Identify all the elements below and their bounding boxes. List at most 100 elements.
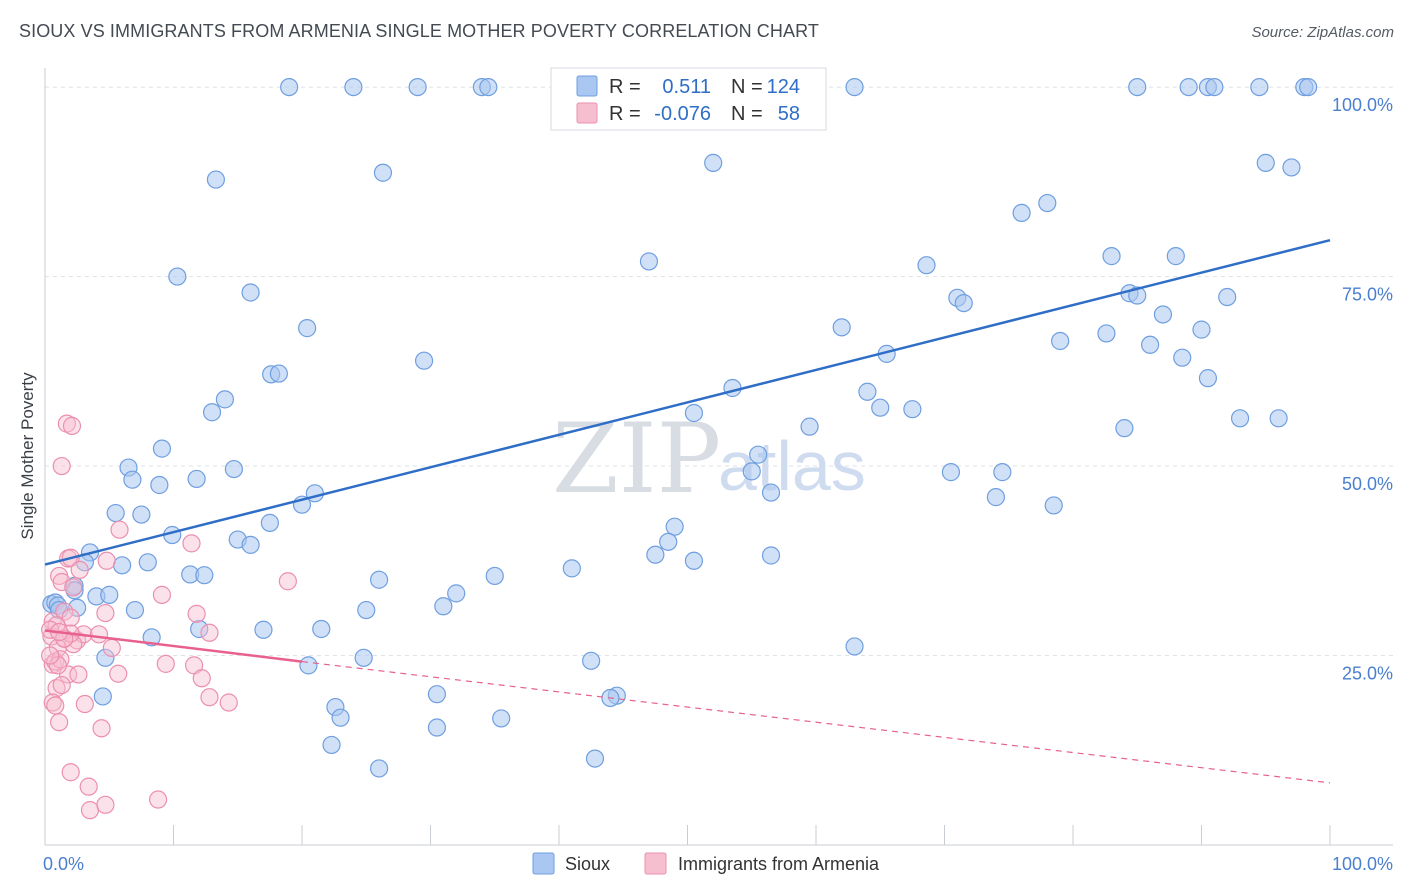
legend-r-value-1: 0.511 — [662, 76, 711, 98]
sioux-point-23 — [639, 252, 659, 271]
sioux-point-50 — [202, 403, 222, 422]
sioux-point-39 — [1192, 320, 1211, 339]
sioux-point-26 — [168, 267, 187, 286]
armenia-point-50 — [148, 790, 168, 809]
sioux-point-54 — [800, 417, 819, 436]
chart-title: SIOUX VS IMMIGRANTS FROM ARMENIA SINGLE … — [19, 21, 819, 41]
sioux-point-79 — [665, 517, 684, 536]
armenia-point-17 — [61, 608, 80, 627]
sioux-point-97 — [357, 600, 376, 620]
sioux-point-107 — [312, 619, 331, 639]
sioux-point-0 — [280, 77, 299, 97]
bottom-legend-armenia: Immigrants from Armenia — [678, 854, 880, 874]
bottom-legend-swatch-sioux — [532, 852, 555, 875]
armenia-point-7 — [97, 551, 116, 570]
armenia-trend-line — [44, 629, 303, 663]
bottom-legend: Sioux Immigrants from Armenia — [532, 852, 880, 875]
sioux-point-68 — [260, 513, 279, 532]
sioux-point-33 — [1218, 287, 1237, 307]
sioux-point-37 — [1097, 324, 1116, 343]
y-tick-label-2: 75.0% — [1342, 285, 1393, 305]
armenia-point-12 — [278, 572, 297, 591]
sioux-point-74 — [106, 503, 125, 523]
watermark-atlas: atlas — [718, 427, 866, 505]
sioux-point-125 — [427, 718, 447, 737]
armenia-point-47 — [92, 719, 111, 738]
armenia-point-43 — [75, 694, 94, 714]
sioux-point-65 — [742, 462, 761, 481]
sioux-point-2 — [408, 77, 427, 97]
armenia-point-28 — [64, 635, 83, 654]
sioux-point-98 — [447, 584, 466, 603]
sioux-point-51 — [684, 403, 704, 423]
sioux-point-49 — [215, 390, 234, 409]
sioux-point-114 — [582, 651, 601, 670]
armenia-point-40 — [52, 675, 71, 695]
sioux-point-9 — [1128, 77, 1147, 97]
sioux-point-35 — [832, 318, 851, 337]
armenia-point-42 — [46, 696, 65, 715]
legend-n-label-2: N = — [731, 103, 763, 125]
sioux-point-70 — [305, 484, 324, 503]
sioux-point-21 — [1012, 203, 1031, 223]
sioux-point-44 — [1198, 369, 1218, 388]
sioux-point-13 — [1250, 77, 1269, 97]
armenia-point-16 — [96, 603, 115, 623]
sioux-point-99 — [100, 585, 119, 604]
armenia-point-1 — [62, 416, 82, 435]
bottom-legend-sioux: Sioux — [565, 854, 610, 874]
source-label: Source: ZipAtlas.com — [1251, 24, 1394, 41]
y-tick-label-0: 25.0% — [1342, 664, 1393, 684]
sioux-point-111 — [96, 648, 115, 667]
sioux-point-19 — [1256, 153, 1275, 172]
bottom-legend-swatch-armenia — [644, 852, 667, 875]
sioux-point-36 — [1051, 331, 1070, 351]
sioux-point-61 — [187, 469, 206, 489]
legend-swatch-sioux — [576, 75, 598, 97]
x-tick-label-1: 100.0% — [1332, 854, 1393, 874]
axes — [44, 68, 1393, 846]
legend-n-value-2: 58 — [778, 103, 800, 125]
sioux-point-112 — [354, 648, 373, 667]
sioux-point-63 — [150, 475, 169, 495]
sioux-point-30 — [954, 293, 973, 313]
sioux-point-109 — [190, 619, 209, 639]
armenia-point-52 — [96, 795, 115, 814]
legend-r-label-2: R = — [609, 103, 641, 125]
sioux-point-52 — [871, 398, 890, 417]
sioux-point-96 — [434, 597, 453, 616]
armenia-point-44 — [200, 688, 219, 707]
trend-lines — [44, 238, 1331, 784]
sioux-point-47 — [723, 378, 742, 398]
sioux-point-94 — [65, 581, 84, 600]
sioux-point-106 — [254, 620, 273, 639]
sioux-point-72 — [986, 488, 1006, 507]
armenia-point-34 — [69, 665, 88, 684]
armenia-point-10 — [70, 560, 89, 579]
armenia-point-2 — [52, 456, 71, 476]
armenia-point-15 — [152, 585, 172, 604]
sioux-point-34 — [298, 319, 317, 338]
sioux-point-118 — [93, 687, 112, 706]
sioux-point-17 — [373, 163, 393, 182]
sioux-point-12 — [1205, 77, 1224, 97]
sioux-point-82 — [684, 551, 704, 570]
sioux-point-38 — [1140, 335, 1160, 354]
sioux-point-122 — [322, 735, 341, 755]
sioux-point-75 — [132, 505, 151, 524]
armenia-point-27 — [102, 638, 121, 658]
sioux-point-108 — [142, 628, 161, 647]
armenia-point-51 — [80, 801, 100, 820]
legend-n-value-1: 124 — [767, 76, 800, 98]
sioux-point-48 — [858, 382, 877, 401]
armenia-point-41 — [43, 693, 62, 712]
sioux-point-58 — [152, 439, 172, 458]
y-tick-label-3: 100.0% — [1332, 95, 1393, 115]
armenia-point-45 — [219, 693, 238, 712]
legend-n-label-1: N = — [731, 76, 763, 98]
sioux-point-85 — [112, 556, 132, 575]
armenia-point-46 — [50, 713, 69, 732]
sioux-point-71 — [761, 483, 781, 502]
watermark: ZIP atlas — [552, 403, 866, 515]
